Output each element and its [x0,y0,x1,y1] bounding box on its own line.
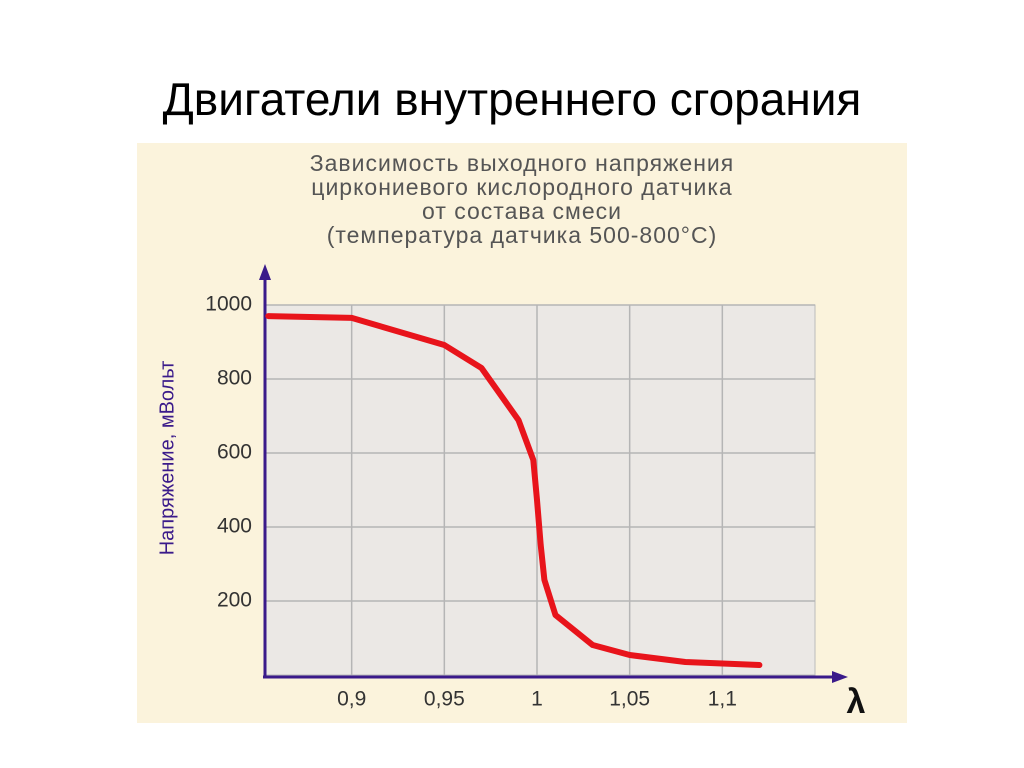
y-tick-label: 600 [217,441,252,464]
y-tick-label: 400 [217,515,252,538]
plot-area [264,304,816,676]
x-tick-label: 0,95 [424,688,465,711]
y-tick-label: 1000 [205,293,252,316]
x-axis-arrow [832,671,848,683]
y-tick-label: 800 [217,367,252,390]
slide-title: Двигатели внутреннего сгорания [163,73,862,125]
y-axis-arrow [259,264,271,280]
x-axis-label: λ [847,683,866,721]
plot: Зависимость выходного напряженияцирконие… [156,150,865,721]
chart-title: Зависимость выходного напряжения [310,150,734,176]
y-axis-label: Напряжение, мВольт [156,361,178,556]
y-tick-label: 200 [217,589,252,612]
chart-title: от состава смеси [422,198,622,224]
line [265,313,763,668]
chart-title: циркониевого кислородного датчика [311,174,732,200]
x-tick-label: 0,9 [337,688,366,711]
x-tick-label: 1,1 [708,688,737,711]
chart-title: (температура датчика 500-800°С) [327,222,718,248]
x-tick-label: 1,05 [609,688,650,711]
x-tick-label: 1 [531,688,543,711]
